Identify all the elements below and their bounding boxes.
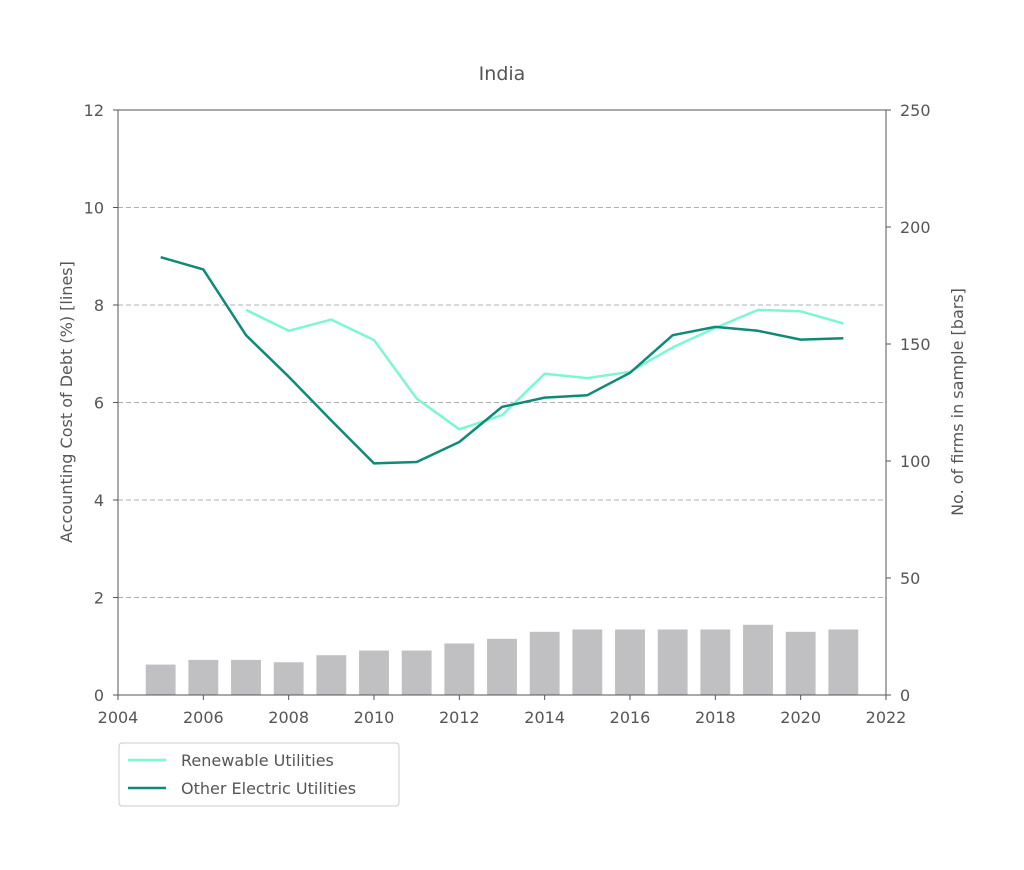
x-tick-label: 2014 — [524, 708, 565, 727]
legend: Renewable Utilities Other Electric Utilit… — [118, 742, 400, 807]
y2-tick-label: 200 — [900, 218, 931, 237]
y-tick-label: 10 — [84, 199, 104, 218]
y-tick-label: 0 — [94, 686, 104, 705]
x-tick-label: 2016 — [610, 708, 651, 727]
grid-lines — [118, 207, 886, 598]
y-tick-label: 2 — [94, 589, 104, 608]
bar — [145, 664, 176, 695]
bar — [529, 631, 560, 695]
bar — [657, 629, 688, 695]
bar — [487, 638, 517, 695]
bar — [359, 650, 389, 695]
x-tick-label: 2008 — [268, 708, 309, 727]
y-tick-label: 4 — [94, 491, 104, 510]
chart-title: India — [479, 63, 526, 85]
legend-box — [118, 742, 400, 807]
bar — [700, 629, 731, 695]
x-tick-label: 2022 — [866, 708, 907, 727]
bar — [401, 650, 432, 695]
bar — [572, 629, 603, 695]
y-tick-label: 12 — [84, 101, 104, 120]
series-line — [245, 308, 844, 431]
y2-axis-label: No. of firms in sample [bars] — [948, 288, 967, 516]
bar — [231, 659, 261, 695]
line-series — [160, 255, 844, 465]
x-tick-label: 2020 — [780, 708, 821, 727]
bar — [444, 643, 475, 695]
bar — [828, 629, 859, 695]
y-axis-label: Accounting Cost of Debt (%) [lines] — [57, 261, 76, 543]
y2-tick-label: 0 — [900, 686, 910, 705]
bar — [188, 659, 219, 695]
bar-series — [145, 624, 859, 695]
y2-tick-label: 50 — [900, 569, 920, 588]
bar — [743, 624, 773, 695]
legend-label: Renewable Utilities — [181, 751, 334, 770]
series-line — [160, 255, 844, 465]
bar — [785, 631, 816, 695]
x-tick-label: 2012 — [439, 708, 480, 727]
y2-tick-label: 150 — [900, 335, 931, 354]
y-tick-label: 6 — [94, 394, 104, 413]
bar — [316, 655, 347, 695]
bar — [273, 662, 304, 695]
x-tick-label: 2018 — [695, 708, 736, 727]
y2-tick-label: 250 — [900, 101, 931, 120]
bar — [615, 629, 645, 695]
y-tick-label: 8 — [94, 296, 104, 315]
x-tick-label: 2004 — [98, 708, 139, 727]
x-axis: 2004 2006 2008 2010 2012 2014 2016 2018 2020 2022 — [98, 695, 907, 727]
y-axis-right: 0 50 100 150 200 250 — [886, 101, 931, 705]
y2-tick-label: 100 — [900, 452, 931, 471]
legend-label: Other Electric Utilities — [181, 779, 356, 798]
x-tick-label: 2006 — [183, 708, 224, 727]
x-tick-label: 2010 — [354, 708, 395, 727]
y-axis-left: 0 2 4 6 8 10 12 — [84, 101, 118, 705]
